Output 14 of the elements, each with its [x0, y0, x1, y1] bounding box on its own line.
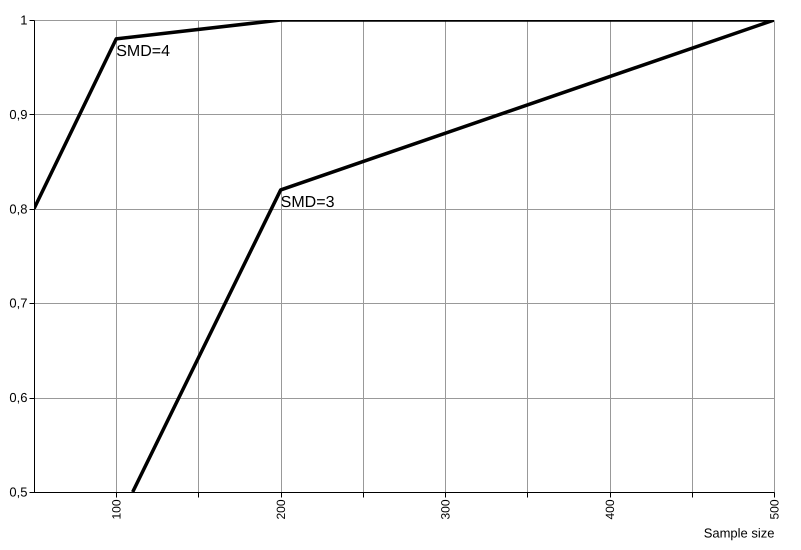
y-tick-label: 0,9	[9, 106, 28, 122]
x-tick-label: 100	[110, 499, 124, 520]
x-tick-label: 300	[438, 499, 453, 520]
annotation: SMD=4	[116, 42, 170, 60]
y-tick-label: 0,7	[9, 296, 28, 311]
x-tick-label: 500	[768, 499, 782, 520]
x-tick-label: 400	[603, 499, 618, 520]
y-tick-label: 0,6	[9, 390, 28, 406]
x-axis-title: Sample size	[704, 526, 774, 541]
annotation: SMD=3	[280, 194, 335, 211]
y-tick-label: 0,8	[9, 201, 28, 216]
y-tick-label: 1	[20, 12, 28, 28]
x-tick-label: 200	[274, 499, 288, 520]
y-tick-label: 0,5	[9, 484, 28, 500]
